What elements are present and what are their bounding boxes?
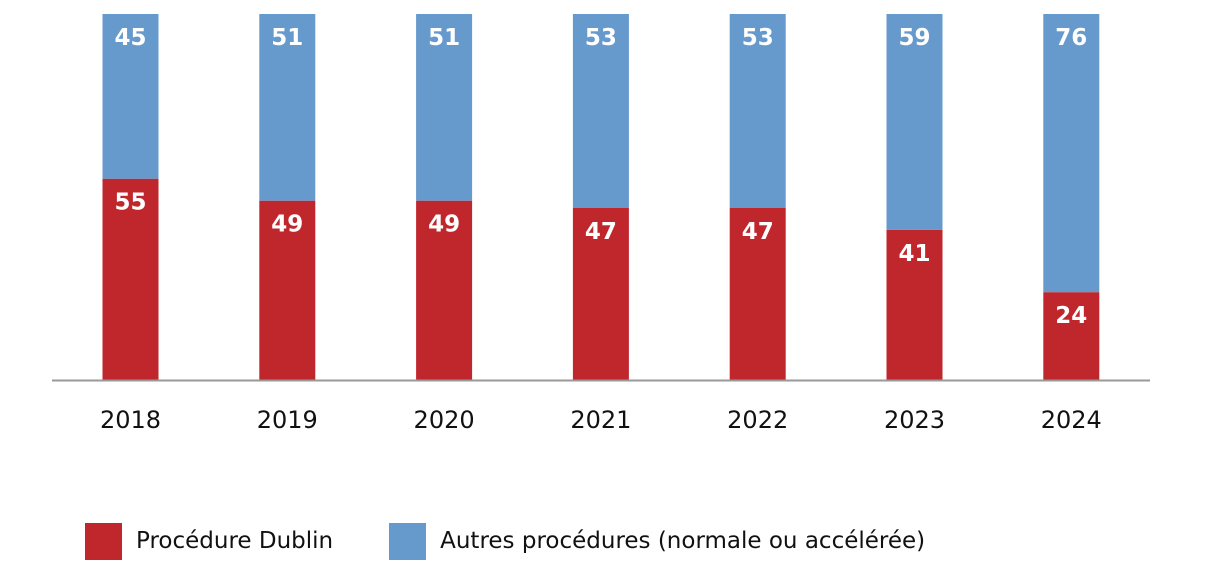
data-label-dublin-2024: 24 bbox=[1055, 303, 1087, 329]
data-label-autres-2018: 45 bbox=[114, 25, 146, 51]
legend-swatch-dublin bbox=[85, 522, 122, 560]
x-tick-label-2020: 2020 bbox=[414, 406, 475, 434]
data-label-autres-2019: 51 bbox=[271, 25, 303, 51]
legend-item-autres: Autres procédures (normale ou accélérée) bbox=[389, 522, 926, 560]
bar-autres-2024 bbox=[1043, 14, 1100, 293]
bar-dublin-2023 bbox=[886, 229, 943, 380]
bar-dublin-2022 bbox=[729, 207, 786, 380]
bar-autres-2021 bbox=[572, 14, 629, 208]
bar-autres-2022 bbox=[729, 14, 786, 208]
data-label-autres-2020: 51 bbox=[428, 25, 460, 51]
bar-dublin-2019 bbox=[259, 200, 316, 380]
bar-dublin-2024 bbox=[1043, 292, 1100, 380]
legend-swatch-autres bbox=[389, 522, 427, 560]
data-label-dublin-2018: 55 bbox=[114, 190, 146, 216]
legend: Procédure Dublin Autres procédures (norm… bbox=[85, 520, 981, 562]
data-label-dublin-2020: 49 bbox=[428, 212, 460, 238]
data-label-dublin-2022: 47 bbox=[742, 219, 774, 245]
data-label-autres-2023: 59 bbox=[898, 25, 930, 51]
data-label-autres-2021: 53 bbox=[585, 25, 617, 51]
bar-autres-2023 bbox=[886, 14, 943, 230]
data-label-autres-2024: 76 bbox=[1055, 25, 1087, 51]
data-label-dublin-2023: 41 bbox=[898, 241, 930, 267]
x-tick-label-2018: 2018 bbox=[100, 406, 161, 434]
x-tick-label-2019: 2019 bbox=[257, 406, 318, 434]
data-label-dublin-2021: 47 bbox=[585, 219, 617, 245]
bar-dublin-2021 bbox=[572, 207, 629, 380]
bar-autres-2020 bbox=[416, 14, 473, 201]
x-tick-label-2023: 2023 bbox=[884, 406, 945, 434]
data-label-autres-2022: 53 bbox=[742, 25, 774, 51]
bar-autres-2018 bbox=[102, 14, 159, 179]
x-tick-label-2021: 2021 bbox=[570, 406, 631, 434]
legend-label-autres: Autres procédures (normale ou accélérée) bbox=[440, 528, 926, 554]
data-label-dublin-2019: 49 bbox=[271, 212, 303, 238]
x-tick-label-2022: 2022 bbox=[727, 406, 788, 434]
bar-autres-2019 bbox=[259, 14, 316, 201]
bar-dublin-2020 bbox=[416, 200, 473, 380]
legend-item-dublin: Procédure Dublin bbox=[85, 522, 334, 560]
legend-label-dublin: Procédure Dublin bbox=[136, 528, 334, 554]
bar-dublin-2018 bbox=[102, 178, 159, 380]
x-tick-label-2024: 2024 bbox=[1041, 406, 1102, 434]
